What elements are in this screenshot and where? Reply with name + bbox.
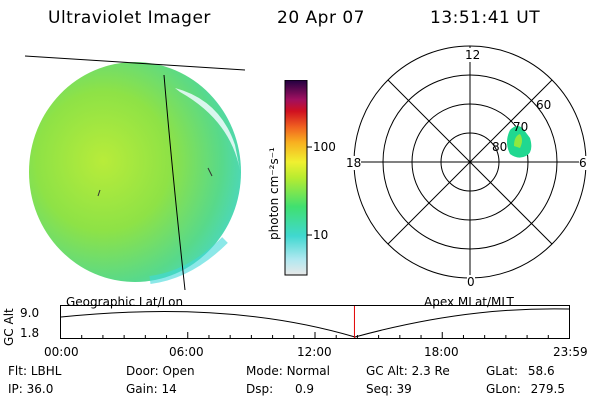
glon-label: GLon: [486, 382, 521, 396]
mlt-line [387, 79, 553, 245]
colorbar [284, 80, 312, 276]
seq-value: 39 [396, 382, 412, 396]
timeline-ticks [60, 332, 570, 338]
flt-label: Flt: [8, 364, 27, 378]
glat-value: 58.6 [527, 364, 555, 378]
earth-image [24, 55, 246, 290]
colorbar-unit-label: photon cm⁻²s⁻¹ [267, 147, 281, 240]
glat-label: GLat: [486, 364, 519, 378]
x-tick-2359: 23:59 [553, 345, 588, 359]
polar-plot [353, 45, 587, 279]
colorbar-scale [284, 80, 308, 276]
gcalt-label: GC Alt: [366, 364, 408, 378]
glon-info: GLon: 279.5 [486, 382, 565, 396]
gain-info: Gain: 14 [126, 382, 177, 396]
ip-info: IP: 36.0 [8, 382, 53, 396]
x-tick-1200: 12:00 [297, 345, 332, 359]
latitude-line [24, 55, 246, 71]
instrument-title: Ultraviolet Imager [48, 8, 211, 28]
coastline-mark [207, 167, 213, 177]
dsp-info: Dsp: 0.9 [246, 382, 314, 396]
mode-value: Normal [286, 364, 330, 378]
door-info: Door: Open [126, 364, 195, 378]
y-tick-1.8: 1.8 [20, 326, 40, 340]
timeline-axis-label: GC Alt [2, 308, 16, 346]
mlt-label-0: 0 [467, 275, 475, 289]
dsp-label: Dsp: [246, 382, 274, 396]
ip-value: 36.0 [26, 382, 54, 396]
date-label: 20 Apr 07 [277, 8, 365, 28]
seq-info: Seq: 39 [366, 382, 412, 396]
gcalt-info: GC Alt: 2.3 Re [366, 364, 450, 378]
glon-value: 279.5 [530, 382, 565, 396]
mlt-label-6: 6 [579, 156, 587, 170]
lat-label-70: 70 [513, 120, 529, 134]
flt-info: Flt: LBHL [8, 364, 61, 378]
mode-label: Mode: [246, 364, 283, 378]
altitude-curve [60, 308, 570, 338]
dsp-value: 0.9 [294, 382, 315, 396]
x-tick-0000: 00:00 [44, 345, 79, 359]
x-tick-0600: 06:00 [169, 345, 204, 359]
mode-info: Mode: Normal [246, 364, 330, 378]
timeline-plot [60, 305, 570, 339]
colorbar-tick-100: 100 [313, 140, 336, 154]
gain-value: 14 [161, 382, 177, 396]
flt-value: LBHL [30, 364, 62, 378]
gcalt-value: 2.3 Re [411, 364, 450, 378]
aurora-core [514, 134, 522, 148]
time-label: 13:51:41 UT [430, 8, 541, 28]
timeline-frame [60, 305, 570, 339]
door-value: Open [162, 364, 195, 378]
earth-disk [29, 62, 241, 282]
glat-info: GLat: 58.6 [486, 364, 555, 378]
coastline-mark [97, 189, 101, 197]
door-label: Door: [126, 364, 159, 378]
seq-label: Seq: [366, 382, 393, 396]
colorbar-tick-10: 10 [313, 228, 329, 242]
y-tick-9: 9.0 [20, 306, 40, 320]
ip-label: IP: [8, 382, 23, 396]
x-tick-1800: 18:00 [424, 345, 459, 359]
gain-label: Gain: [126, 382, 158, 396]
disk-edge-glow [149, 237, 228, 284]
mlt-label-18: 18 [346, 156, 362, 170]
lat-label-80: 80 [492, 140, 508, 154]
lat-label-60: 60 [536, 98, 552, 112]
sunlit-limb [175, 88, 240, 170]
mlt-label-12: 12 [465, 48, 481, 62]
longitude-line [163, 74, 186, 290]
